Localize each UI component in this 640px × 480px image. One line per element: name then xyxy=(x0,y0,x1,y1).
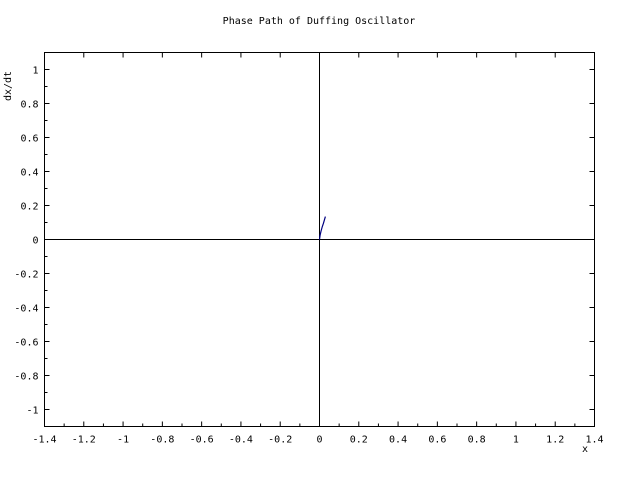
y-tick-label: -0.8 xyxy=(14,372,38,383)
axis-ticks: -1.4 -1.2 -1 -0.8 -0.6 -0.4 -0.2 0 0.2 0.4 0.6 0.8 1… xyxy=(14,52,604,446)
x-tick-label: 0.4 xyxy=(389,435,407,446)
x-tick-label: 0.8 xyxy=(468,435,486,446)
chart-title: Phase Path of Duffing Oscillator xyxy=(223,16,416,27)
x-tick-label: -1.4 xyxy=(32,435,56,446)
x-tick-label: 0 xyxy=(316,435,322,446)
x-tick-label: 1.2 xyxy=(546,435,564,446)
x-tick-label: 0.6 xyxy=(428,435,446,446)
x-tick-label: -0.4 xyxy=(229,435,253,446)
y-tick-label: -0.2 xyxy=(14,270,38,281)
x-tick-label: 1.4 xyxy=(585,435,603,446)
y-tick-label: -1 xyxy=(26,406,38,417)
y-tick-label: -0.6 xyxy=(14,338,38,349)
y-tick-label: 0.8 xyxy=(20,100,38,111)
x-tick-label: 1 xyxy=(513,435,519,446)
x-tick-label: -0.2 xyxy=(268,435,292,446)
series-group xyxy=(318,216,326,240)
x-tick-label: 0.2 xyxy=(350,435,368,446)
y-tick-label: -0.4 xyxy=(14,304,38,315)
x-tick-label: -0.6 xyxy=(190,435,214,446)
y-tick-label: 0.4 xyxy=(20,168,38,179)
y-tick-label: 1 xyxy=(32,66,38,77)
y-tick-label: 0.6 xyxy=(20,134,38,145)
x-tick-label: -0.8 xyxy=(150,435,174,446)
y-tick-label: 0.2 xyxy=(20,202,38,213)
y-tick-label: 0 xyxy=(32,236,38,247)
x-tick-label: -1 xyxy=(117,435,129,446)
phase-path-series-line xyxy=(318,216,326,240)
x-tick-label: -1.2 xyxy=(72,435,96,446)
y-axis-label: dx/dt xyxy=(3,71,14,101)
x-axis-label: x xyxy=(582,444,588,455)
